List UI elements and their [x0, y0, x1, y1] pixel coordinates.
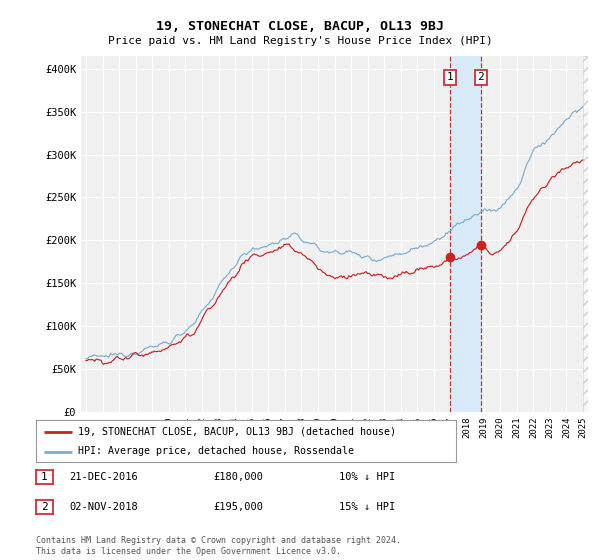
- Bar: [450, 56, 481, 412]
- Text: 19, STONECHAT CLOSE, BACUP, OL13 9BJ: 19, STONECHAT CLOSE, BACUP, OL13 9BJ: [156, 20, 444, 32]
- Text: 15% ↓ HPI: 15% ↓ HPI: [339, 502, 395, 512]
- Text: 1: 1: [41, 472, 48, 482]
- Text: Contains HM Land Registry data © Crown copyright and database right 2024.
This d: Contains HM Land Registry data © Crown c…: [36, 536, 401, 556]
- Text: HPI: Average price, detached house, Rossendale: HPI: Average price, detached house, Ross…: [78, 446, 354, 456]
- Text: 21-DEC-2016: 21-DEC-2016: [69, 472, 138, 482]
- Text: 10% ↓ HPI: 10% ↓ HPI: [339, 472, 395, 482]
- Text: 2: 2: [41, 502, 48, 512]
- Bar: [583, 56, 592, 412]
- Text: 2: 2: [478, 72, 484, 82]
- Text: Price paid vs. HM Land Registry's House Price Index (HPI): Price paid vs. HM Land Registry's House …: [107, 36, 493, 46]
- Text: £180,000: £180,000: [213, 472, 263, 482]
- Text: £195,000: £195,000: [213, 502, 263, 512]
- Bar: [583, 56, 589, 412]
- Text: 02-NOV-2018: 02-NOV-2018: [69, 502, 138, 512]
- Text: 1: 1: [446, 72, 454, 82]
- Text: 19, STONECHAT CLOSE, BACUP, OL13 9BJ (detached house): 19, STONECHAT CLOSE, BACUP, OL13 9BJ (de…: [78, 427, 396, 437]
